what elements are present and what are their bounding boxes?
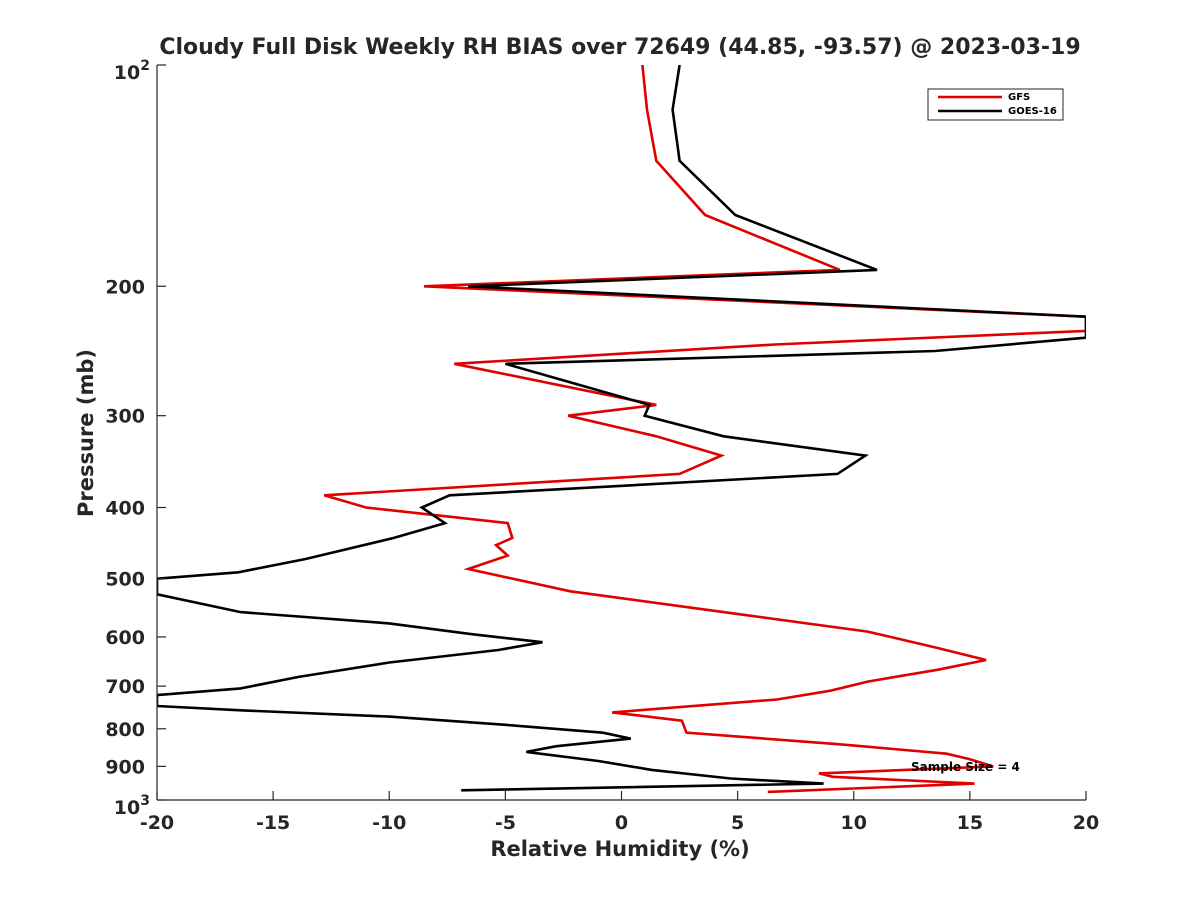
legend-box [927, 88, 1064, 121]
y-tick-label: 600 [105, 627, 145, 649]
chart-legend: GFS GOES-16 [927, 88, 1064, 121]
y-tick-label: 700 [105, 676, 145, 698]
series-line-gfs [323, 65, 1086, 794]
series-layer [157, 65, 1086, 794]
x-axis-label: Relative Humidity (%) [490, 837, 749, 861]
legend-label-gfs: GFS [1008, 92, 1030, 103]
y-tick-label: 300 [105, 406, 145, 428]
y-tick-label: 500 [105, 569, 145, 591]
x-tick-label: 0 [615, 812, 628, 834]
x-tick-label: -5 [495, 812, 516, 834]
y-tick-label: 900 [105, 756, 145, 778]
y-tick-label: 200 [105, 276, 145, 298]
y-tick-label: 103 [114, 793, 150, 819]
legend-label-goes16: GOES-16 [1008, 106, 1057, 117]
x-tick-label: -20 [140, 812, 174, 834]
x-tick-label: -10 [372, 812, 406, 834]
y-tick-label: 800 [105, 719, 145, 741]
chart-title: Cloudy Full Disk Weekly RH BIAS over 726… [159, 35, 1080, 60]
x-tick-label: 15 [957, 812, 983, 834]
sample-size-annotation: Sample Size = 4 [911, 760, 1020, 774]
y-tick-label: 400 [105, 498, 145, 520]
y-axis-label: Pressure (mb) [74, 349, 98, 517]
x-tick-label: 10 [841, 812, 867, 834]
x-tick-label: -15 [256, 812, 290, 834]
y-tick-label: 102 [114, 58, 150, 84]
x-tick-label: 5 [731, 812, 744, 834]
plot-area: -20 -15 -10 -5 0 5 10 15 20 102 200 300 400 500 600 70… [105, 58, 1099, 834]
plot-background [157, 65, 1086, 800]
x-axis-ticks: -20 -15 -10 -5 0 5 10 15 20 [140, 791, 1099, 834]
y-axis-ticks: 102 200 300 400 500 600 700 800 900 103 [105, 58, 166, 819]
series-line-goes16 [157, 65, 1086, 792]
x-tick-label: 20 [1073, 812, 1099, 834]
